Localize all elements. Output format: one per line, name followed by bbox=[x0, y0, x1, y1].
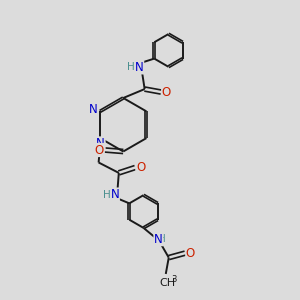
Text: H: H bbox=[128, 62, 135, 72]
Text: N: N bbox=[135, 61, 144, 74]
Text: N: N bbox=[111, 188, 119, 201]
Text: H: H bbox=[103, 190, 111, 200]
Text: O: O bbox=[136, 161, 145, 174]
Text: O: O bbox=[186, 247, 195, 260]
Text: O: O bbox=[162, 85, 171, 98]
Text: N: N bbox=[89, 103, 98, 116]
Text: O: O bbox=[95, 143, 104, 157]
Text: 3: 3 bbox=[171, 275, 177, 284]
Text: N: N bbox=[154, 233, 163, 246]
Text: H: H bbox=[158, 234, 166, 244]
Text: N: N bbox=[96, 137, 105, 150]
Text: CH: CH bbox=[159, 278, 175, 287]
